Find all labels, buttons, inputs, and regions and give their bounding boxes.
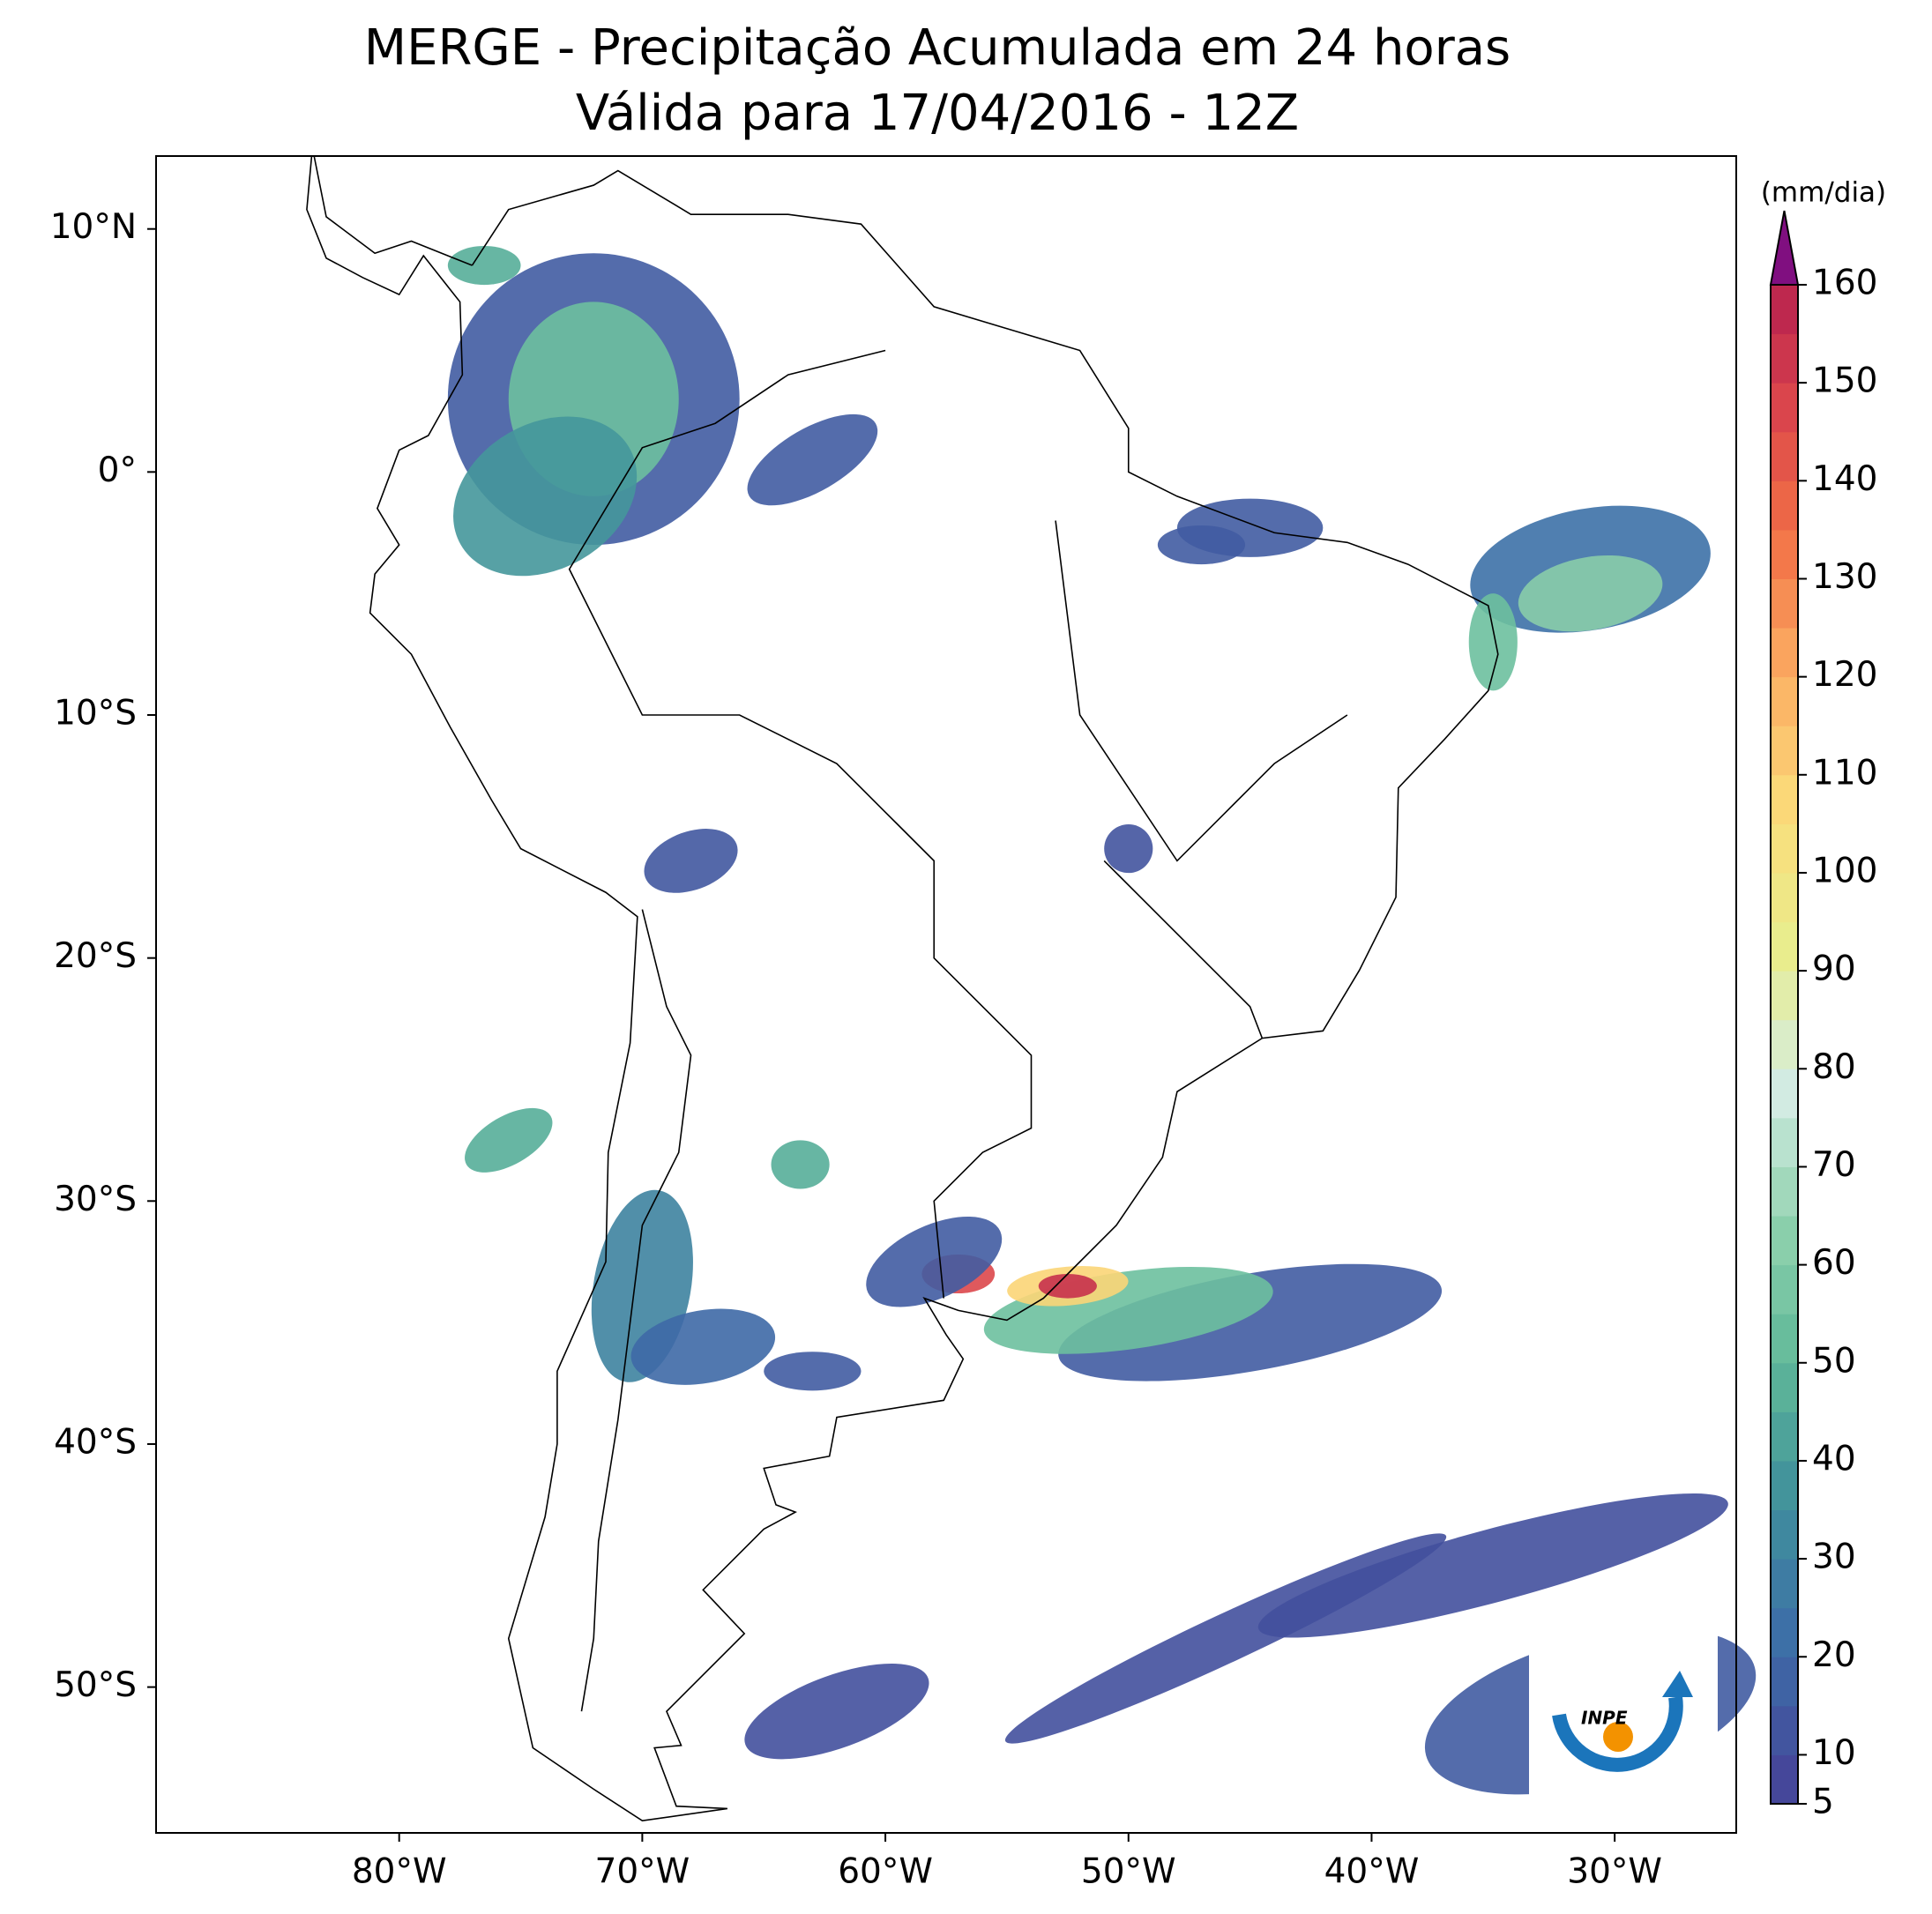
colorbar-tick-label: 30 xyxy=(1812,1538,1856,1577)
logo-text: INPE xyxy=(1581,1708,1628,1729)
colorbar-band xyxy=(1771,1509,1798,1560)
colorbar-tick-label: 50 xyxy=(1812,1341,1856,1381)
colorbar-band xyxy=(1771,628,1798,678)
y-tick-label: 50°S xyxy=(54,1665,137,1705)
colorbar-tick-label: 150 xyxy=(1812,361,1877,401)
colorbar-tick-label: 110 xyxy=(1812,753,1877,793)
rain-area xyxy=(1157,525,1246,565)
colorbar-band xyxy=(1771,1117,1798,1167)
rain-area xyxy=(1104,824,1153,874)
rain-area xyxy=(453,416,638,577)
border xyxy=(580,909,692,1712)
colorbar-tick-label: 20 xyxy=(1812,1635,1856,1675)
colorbar-band xyxy=(1771,1362,1798,1412)
title: MERGE - Precipitação Acumulada em 24 hor… xyxy=(364,19,1511,77)
border xyxy=(568,349,1033,1299)
logo-arc xyxy=(1552,1695,1683,1772)
colorbar-tick-label: 10 xyxy=(1812,1733,1856,1773)
subtitle: Válida para 17/04/2016 - 12Z xyxy=(576,85,1299,142)
colorbar-band xyxy=(1771,431,1798,481)
colorbar-band xyxy=(1771,1460,1798,1511)
colorbar-band xyxy=(1771,823,1798,874)
colorbar-band xyxy=(1771,1607,1798,1657)
colorbar-band xyxy=(1771,1559,1798,1609)
rain-area xyxy=(744,1664,929,1760)
colorbar-band xyxy=(1771,1705,1798,1755)
colorbar-band xyxy=(1771,1657,1798,1707)
colorbar-band xyxy=(1771,1754,1798,1805)
rain-area xyxy=(747,413,878,506)
colorbar-tick-label: 5 xyxy=(1812,1783,1834,1822)
colorbar-band xyxy=(1771,480,1798,531)
colorbar-band xyxy=(1771,383,1798,433)
rain-area xyxy=(644,829,738,893)
colorbar-frame xyxy=(1770,284,1799,1805)
colorbar-band xyxy=(1771,774,1798,824)
colorbar-tick-label: 160 xyxy=(1812,264,1877,303)
border xyxy=(1103,860,1264,1039)
logo-dot xyxy=(1603,1722,1633,1752)
rain-area xyxy=(866,1216,1003,1307)
colorbar-tick-label: 120 xyxy=(1812,655,1877,695)
border xyxy=(306,155,1499,1822)
rain-area xyxy=(1058,1263,1443,1382)
colorbar-band xyxy=(1771,1411,1798,1462)
x-tick-label: 70°W xyxy=(595,1852,690,1892)
colorbar-band xyxy=(1771,1166,1798,1217)
colorbar-tick-label: 80 xyxy=(1812,1047,1856,1087)
colorbar-band xyxy=(1771,872,1798,923)
rain-area xyxy=(1038,1274,1097,1299)
colorbar-label: (mm/dia) xyxy=(1761,177,1886,209)
x-tick-label: 30°W xyxy=(1567,1852,1662,1892)
x-tick-label: 40°W xyxy=(1324,1852,1420,1892)
rain-area xyxy=(447,245,521,286)
border xyxy=(1055,520,1348,862)
colorbar-band xyxy=(1771,1314,1798,1364)
rain-area xyxy=(1257,1493,1728,1638)
colorbar-band xyxy=(1771,726,1798,776)
colorbar-tick-label: 100 xyxy=(1812,851,1877,890)
y-tick-label: 20°S xyxy=(54,936,137,976)
colorbar-band xyxy=(1771,578,1798,629)
colorbar-band xyxy=(1771,921,1798,972)
y-tick-label: 0° xyxy=(98,451,137,490)
colorbar-tick-label: 140 xyxy=(1812,459,1877,499)
colorbar-tick-label: 90 xyxy=(1812,950,1856,989)
x-tick-label: 60°W xyxy=(838,1852,933,1892)
border xyxy=(313,155,473,266)
x-tick-label: 80°W xyxy=(352,1852,447,1892)
rain-area xyxy=(764,1352,862,1391)
colorbar-tick-label: 70 xyxy=(1812,1145,1856,1185)
colorbar-tick-label: 40 xyxy=(1812,1439,1856,1478)
colorbar-band xyxy=(1771,333,1798,384)
y-tick-label: 10°S xyxy=(54,694,137,734)
map-frame xyxy=(155,155,1737,1834)
colorbar-band xyxy=(1771,1019,1798,1069)
y-tick-label: 40°S xyxy=(54,1422,137,1462)
rain-area xyxy=(630,1308,776,1385)
x-tick-label: 50°W xyxy=(1081,1852,1176,1892)
rain-area xyxy=(465,1107,553,1173)
colorbar-band xyxy=(1771,529,1798,579)
rain-area xyxy=(1518,555,1663,632)
colorbar-band xyxy=(1771,1069,1798,1119)
colorbar-band xyxy=(1771,285,1798,335)
rain-area xyxy=(771,1140,830,1189)
colorbar-band xyxy=(1771,971,1798,1021)
colorbar-band xyxy=(1771,1264,1798,1314)
y-tick-label: 30°S xyxy=(54,1180,137,1219)
colorbar-band xyxy=(1771,1216,1798,1266)
y-tick-label: 10°N xyxy=(50,207,137,247)
coastline xyxy=(306,155,1499,1822)
rain-area xyxy=(1468,593,1518,691)
logo-arrow xyxy=(1662,1671,1693,1697)
colorbar-tick-label: 60 xyxy=(1812,1243,1856,1283)
colorbar-band xyxy=(1771,676,1798,726)
logo: INPE xyxy=(1529,1624,1718,1808)
colorbar-tick-label: 130 xyxy=(1812,557,1877,597)
precipitation-field xyxy=(447,245,1757,1795)
